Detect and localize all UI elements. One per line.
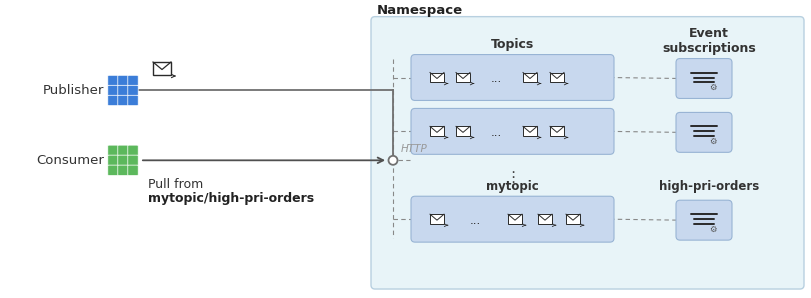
FancyBboxPatch shape — [676, 112, 731, 152]
Text: ...: ... — [490, 72, 501, 85]
Text: ⚙: ⚙ — [708, 225, 716, 234]
Text: Topics: Topics — [491, 38, 534, 51]
FancyBboxPatch shape — [549, 72, 564, 83]
FancyBboxPatch shape — [127, 165, 138, 176]
FancyBboxPatch shape — [152, 62, 171, 75]
FancyBboxPatch shape — [127, 85, 138, 96]
Text: ⚙: ⚙ — [708, 137, 716, 146]
FancyBboxPatch shape — [456, 72, 470, 83]
FancyBboxPatch shape — [118, 95, 128, 105]
FancyBboxPatch shape — [549, 126, 564, 136]
FancyBboxPatch shape — [522, 126, 536, 136]
Text: mytopic: mytopic — [486, 180, 539, 193]
Text: Consumer: Consumer — [36, 154, 104, 167]
Text: HTTP: HTTP — [401, 144, 427, 154]
FancyBboxPatch shape — [430, 126, 444, 136]
FancyBboxPatch shape — [127, 145, 138, 156]
FancyBboxPatch shape — [522, 72, 536, 83]
FancyBboxPatch shape — [127, 95, 138, 105]
FancyBboxPatch shape — [108, 75, 118, 86]
Circle shape — [388, 156, 397, 165]
FancyBboxPatch shape — [508, 214, 521, 224]
FancyBboxPatch shape — [565, 214, 579, 224]
FancyBboxPatch shape — [430, 214, 444, 224]
FancyBboxPatch shape — [410, 196, 613, 242]
Text: Pull from: Pull from — [148, 178, 203, 191]
FancyBboxPatch shape — [410, 55, 613, 100]
Text: Publisher: Publisher — [42, 84, 104, 97]
Text: ⋮: ⋮ — [504, 170, 520, 185]
FancyBboxPatch shape — [676, 58, 731, 98]
FancyBboxPatch shape — [108, 145, 118, 156]
FancyBboxPatch shape — [538, 214, 551, 224]
FancyBboxPatch shape — [108, 155, 118, 165]
Text: high-pri-orders: high-pri-orders — [658, 180, 758, 193]
Text: Namespace: Namespace — [376, 4, 462, 17]
Text: ...: ... — [490, 126, 501, 139]
FancyBboxPatch shape — [127, 155, 138, 165]
FancyBboxPatch shape — [127, 75, 138, 86]
FancyBboxPatch shape — [108, 165, 118, 176]
Text: ...: ... — [469, 214, 480, 227]
FancyBboxPatch shape — [108, 95, 118, 105]
FancyBboxPatch shape — [108, 85, 118, 96]
FancyBboxPatch shape — [118, 75, 128, 86]
FancyBboxPatch shape — [118, 155, 128, 165]
FancyBboxPatch shape — [676, 200, 731, 240]
FancyBboxPatch shape — [118, 165, 128, 176]
Text: Event
subscriptions: Event subscriptions — [661, 27, 755, 55]
FancyBboxPatch shape — [118, 85, 128, 96]
FancyBboxPatch shape — [430, 72, 444, 83]
FancyBboxPatch shape — [456, 126, 470, 136]
Text: mytopic/high-pri-orders: mytopic/high-pri-orders — [148, 192, 314, 205]
FancyBboxPatch shape — [410, 108, 613, 154]
FancyBboxPatch shape — [371, 17, 803, 289]
Text: ⚙: ⚙ — [708, 83, 716, 92]
FancyBboxPatch shape — [118, 145, 128, 156]
